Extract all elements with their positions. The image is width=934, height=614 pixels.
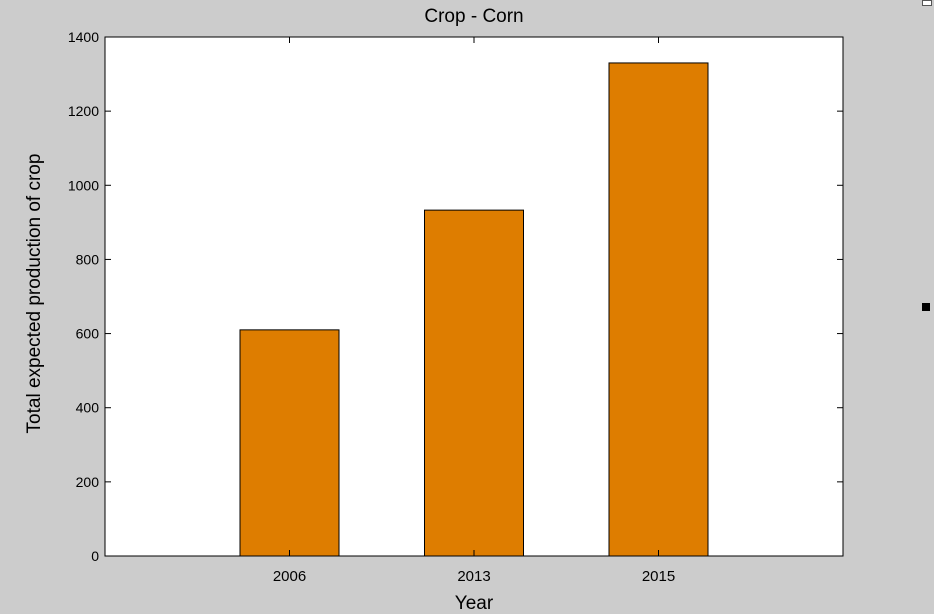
y-tick-label: 800 [76,251,100,267]
x-axis-ticks: 2006 2013 2015 [273,37,675,585]
resize-handle-right[interactable] [922,303,930,311]
y-tick-label: 200 [76,474,100,490]
chart-title: Crop - Corn [424,6,523,27]
x-axis-label: Year [455,593,494,614]
y-axis-label: Total expected production of crop [24,154,45,434]
y-tick-label: 1000 [68,177,99,193]
x-tick-label: 2015 [642,568,675,585]
bars [239,62,709,557]
bar-2013 [424,209,524,557]
bar-2015 [608,62,709,557]
resize-handle-top[interactable] [922,0,932,6]
x-tick-label: 2013 [457,568,490,585]
y-tick-label: 400 [76,400,100,416]
y-axis-ticks: 0 200 400 600 800 1000 1200 1400 [68,29,843,564]
bar-2006 [239,329,340,557]
y-tick-label: 1400 [68,29,99,45]
y-tick-label: 1200 [68,103,99,119]
y-tick-label: 0 [91,548,99,564]
x-tick-label: 2006 [273,568,306,585]
y-tick-label: 600 [76,326,100,342]
